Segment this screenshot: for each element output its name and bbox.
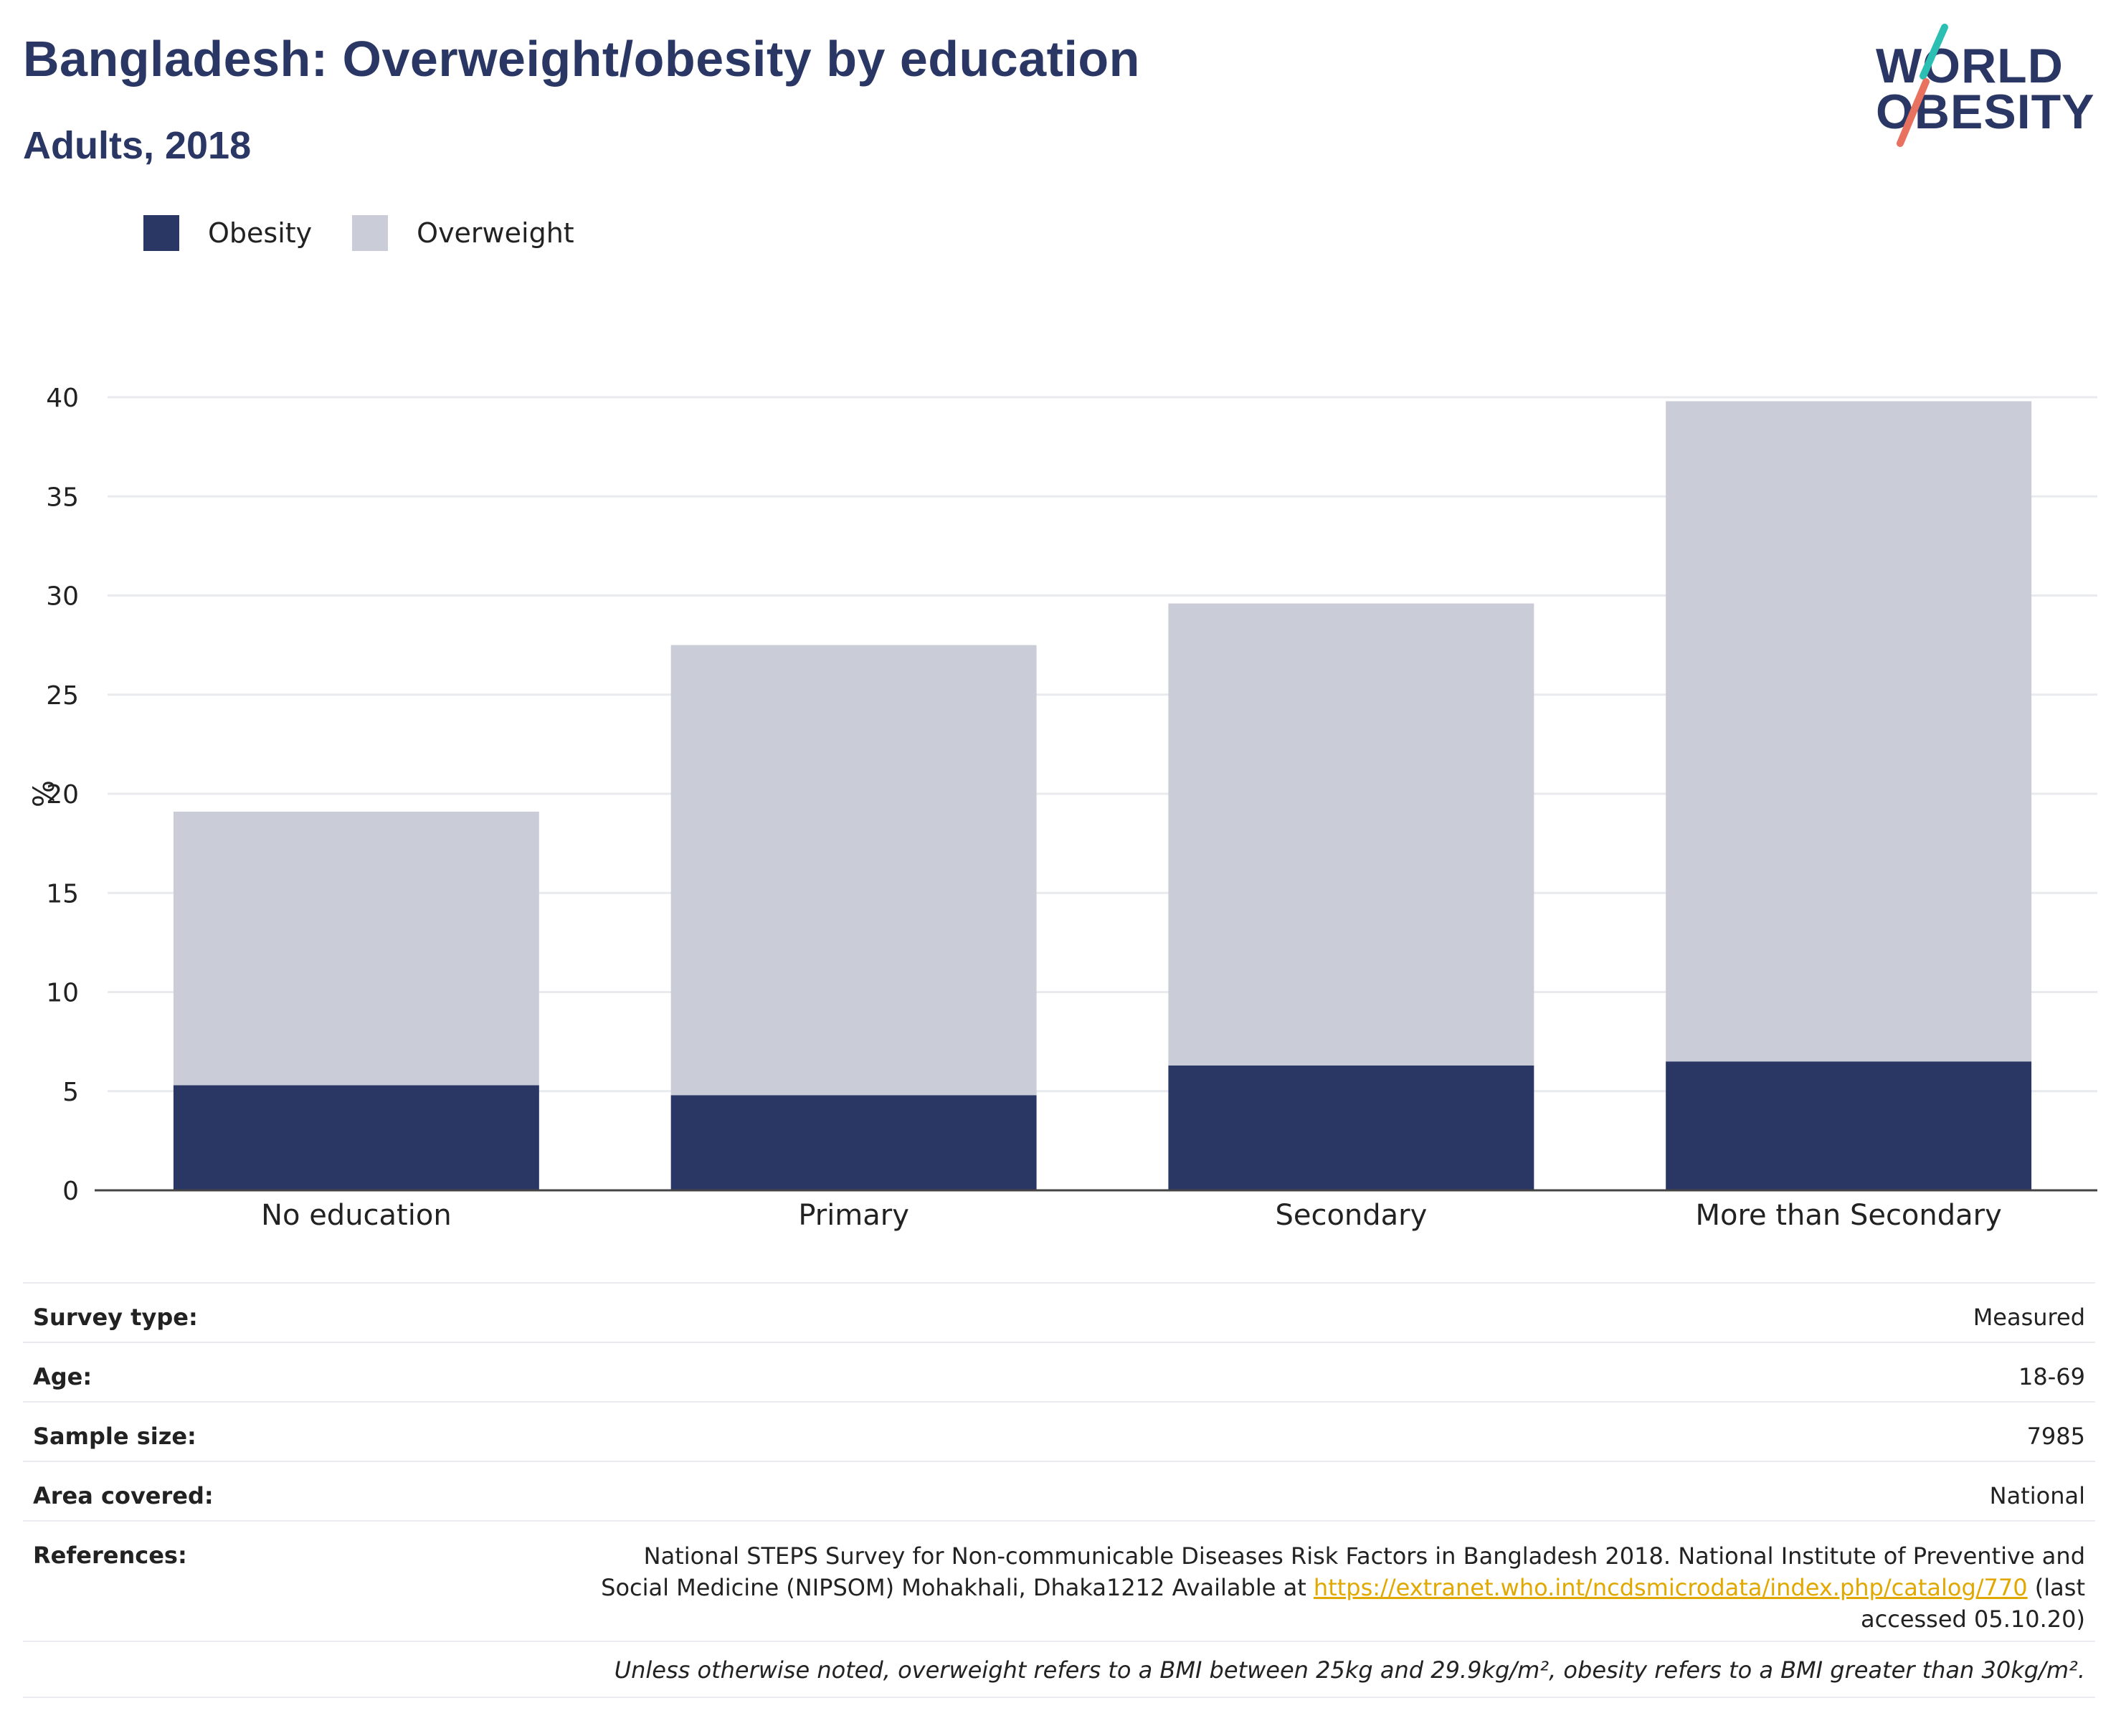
y-tick-label: 15	[46, 879, 79, 909]
chart-title: Bangladesh: Overweight/obesity by educat…	[23, 31, 1140, 87]
legend-label-overweight: Overweight	[417, 217, 574, 249]
chart-legend: Obesity Overweight	[143, 214, 615, 252]
y-tick-label: 20	[46, 780, 79, 810]
bar-obesity-primary	[670, 1095, 1037, 1190]
y-tick-label: 25	[46, 681, 79, 711]
logo-slash-icon	[1897, 24, 1948, 147]
bar-overweight-primary	[670, 645, 1037, 1096]
info-value: 18-69	[2018, 1363, 2085, 1390]
y-tick-label: 0	[62, 1177, 79, 1206]
x-category-label: No education	[261, 1199, 452, 1232]
x-category-label: Primary	[798, 1199, 909, 1232]
y-tick-label: 35	[46, 483, 79, 512]
references-text-after: (last accessed 05.10.20)	[1861, 1574, 2085, 1633]
survey-info-table: Survey type: Measured Age: 18-69 Sample …	[23, 1282, 2095, 1698]
bars	[173, 401, 2032, 1190]
info-label: Survey type:	[33, 1304, 198, 1331]
legend-item-overweight: Overweight	[352, 215, 574, 251]
legend-swatch-overweight	[352, 215, 389, 251]
chart-subtitle: Adults, 2018	[23, 124, 252, 167]
y-tick-label: 5	[62, 1078, 79, 1107]
info-row-area-covered: Area covered: National	[23, 1461, 2095, 1520]
logo-word-world: WORLD	[1876, 39, 2064, 93]
info-row-survey-type: Survey type: Measured	[23, 1282, 2095, 1342]
bar-obesity-more-than-secondary	[1666, 1061, 2032, 1190]
info-label: Sample size:	[33, 1423, 196, 1450]
bar-overweight-more-than-secondary	[1666, 401, 2032, 1062]
info-value: Measured	[1973, 1304, 2085, 1331]
info-value: 7985	[2026, 1423, 2085, 1450]
legend-swatch-obesity	[143, 215, 179, 251]
references-text-before: National STEPS Survey for Non-communicab…	[601, 1542, 2085, 1601]
x-category-label: Secondary	[1275, 1199, 1427, 1232]
y-tick-label: 30	[46, 582, 79, 612]
bar-obesity-secondary	[1168, 1065, 1534, 1190]
bar-obesity-no-education	[173, 1085, 539, 1190]
bmi-footnote: Unless otherwise noted, overweight refer…	[23, 1641, 2095, 1698]
bar-overweight-no-education	[173, 811, 539, 1086]
legend-item-obesity: Obesity	[143, 215, 312, 251]
y-tick-label: 40	[46, 384, 79, 413]
info-label: References:	[33, 1542, 187, 1569]
axes: 0 5 10 15 20 25 30 35 40 No education Primary Secon…	[28, 384, 2097, 1232]
references-text: National STEPS Survey for Non-communicab…	[579, 1540, 2085, 1635]
info-row-age: Age: 18-69	[23, 1342, 2095, 1401]
y-tick-label: 10	[46, 979, 79, 1008]
stacked-bar-chart: 0 5 10 15 20 25 30 35 40 No education Primary Secon…	[28, 384, 2097, 1232]
info-label: Age:	[33, 1363, 92, 1390]
info-row-references: References: National STEPS Survey for No…	[23, 1520, 2095, 1641]
references-link[interactable]: https://extranet.who.int/ncdsmicrodata/i…	[1313, 1574, 2028, 1601]
y-axis-title: %	[28, 780, 61, 807]
x-category-label: More than Secondary	[1695, 1199, 2001, 1232]
world-obesity-logo: WORLD OBESITY	[1864, 22, 2108, 151]
legend-label-obesity: Obesity	[208, 217, 313, 249]
info-label: Area covered:	[33, 1482, 214, 1509]
bar-overweight-secondary	[1168, 603, 1534, 1066]
info-value: National	[1989, 1482, 2085, 1509]
info-row-sample-size: Sample size: 7985	[23, 1401, 2095, 1461]
